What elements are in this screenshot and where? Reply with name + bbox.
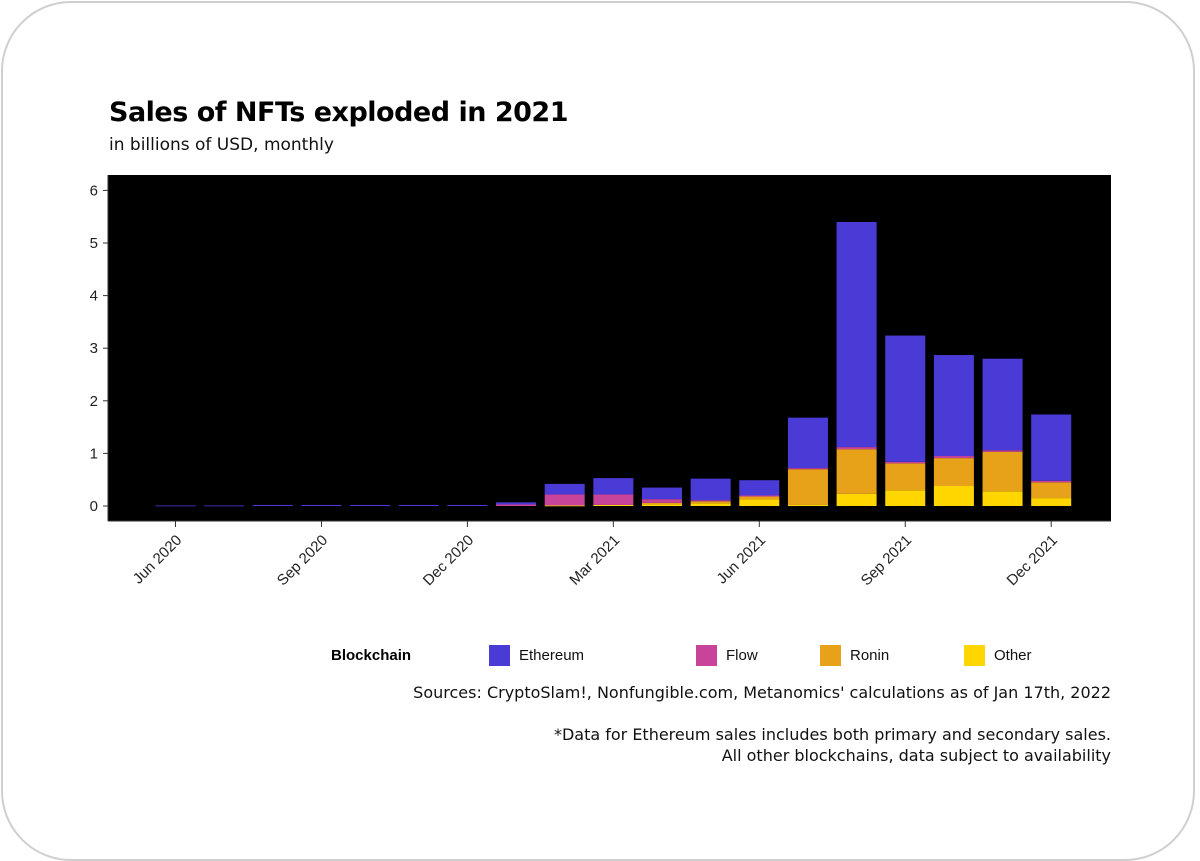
bar-flow [1031, 480, 1072, 483]
bar-ronin [982, 451, 1023, 492]
bar-ethereum [496, 502, 537, 505]
y-tick-label: 0 [90, 498, 98, 515]
bar-other [593, 504, 634, 506]
bar-flow [496, 504, 537, 506]
y-tick-label: 3 [90, 340, 98, 357]
legend-item-other: Other [964, 644, 1032, 666]
bar-ethereum [836, 221, 877, 448]
data-note: *Data for Ethereum sales includes both p… [554, 724, 1111, 766]
bar-flow [690, 500, 731, 502]
bar-ronin [787, 469, 828, 505]
bar-flow [787, 468, 828, 470]
bar-flow [642, 499, 682, 503]
bar-other [739, 499, 780, 506]
bar-ronin [836, 449, 877, 494]
legend-label-flow: Flow [726, 646, 758, 664]
bar-ethereum [885, 335, 926, 462]
y-tick-label: 1 [90, 445, 98, 462]
legend-swatch-ethereum [489, 644, 510, 666]
legend-swatch-flow [696, 644, 717, 666]
bar-ethereum [350, 504, 391, 506]
chart-title: Sales of NFTs exploded in 2021 [109, 97, 569, 128]
bar-ethereum [642, 487, 682, 500]
y-tick-label: 6 [90, 182, 98, 199]
bar-ethereum [1031, 414, 1072, 481]
bar-other [982, 491, 1023, 506]
bar-flow [593, 494, 634, 505]
bar-ronin [1031, 482, 1072, 499]
x-tick-label: Sep 2021 [858, 532, 915, 589]
legend-label-ethereum: Ethereum [519, 646, 585, 664]
x-tick-label: Dec 2021 [1004, 532, 1061, 589]
y-tick-label: 2 [90, 393, 98, 410]
bar-ethereum [204, 505, 245, 507]
legend-title: Blockchain [331, 647, 412, 664]
legend: Blockchain Ethereum Flow Ronin Other [0, 640, 1200, 670]
bar-ethereum [787, 417, 828, 469]
bar-ethereum [593, 478, 634, 495]
x-tick-label: Dec 2020 [420, 532, 477, 589]
bar-other [690, 503, 731, 506]
bar-ethereum [301, 504, 342, 506]
bar-ronin [690, 501, 731, 504]
bar-other [933, 486, 974, 506]
bar-ethereum [447, 504, 488, 506]
bar-ethereum [155, 505, 196, 507]
legend-label-ronin: Ronin [850, 646, 890, 664]
x-tick-label: Mar 2021 [566, 532, 623, 589]
bar-other [836, 493, 877, 506]
legend-swatch-other [964, 644, 985, 666]
bar-ethereum [690, 478, 731, 501]
bar-other [787, 504, 828, 506]
bar-ethereum [544, 483, 585, 495]
bar-ronin [933, 458, 974, 487]
bar-ronin [739, 496, 780, 500]
bar-ethereum [982, 358, 1023, 451]
bar-flow [544, 494, 585, 506]
y-tick-label: 4 [90, 288, 98, 305]
bar-other [642, 504, 682, 506]
x-tick-label: Jun 2021 [713, 532, 769, 588]
bar-other [885, 490, 926, 506]
source-note: Sources: CryptoSlam!, Nonfungible.com, M… [413, 683, 1111, 702]
x-tick-label: Jun 2020 [130, 532, 186, 588]
bar-ronin [642, 502, 682, 505]
bar-flow [836, 447, 877, 450]
bar-flow [933, 456, 974, 459]
legend-item-flow: Flow [696, 644, 758, 666]
bar-other [544, 505, 585, 507]
legend-label-other: Other [994, 646, 1032, 664]
legend-swatch-ronin [820, 644, 841, 666]
bar-flow [982, 450, 1023, 452]
bar-ethereum [933, 355, 974, 457]
nft-sales-chart: 0 1 2 3 4 5 6 Jun 2020 Sep 2020 Dec 2020 Mar 2021 J… [90, 175, 1111, 589]
data-note-line1: *Data for Ethereum sales includes both p… [553, 725, 1111, 744]
legend-item-ethereum: Ethereum [489, 644, 584, 666]
bar-ethereum [252, 504, 293, 506]
legend-item-ronin: Ronin [820, 644, 889, 666]
bar-ethereum [398, 504, 439, 506]
x-tick-label: Sep 2020 [274, 532, 331, 589]
data-note-line2: All other blockchains, data subject to a… [721, 746, 1111, 765]
y-tick-label: 5 [90, 235, 98, 252]
bar-ronin [885, 463, 926, 491]
bar-flow [885, 461, 926, 464]
bar-flow [739, 495, 780, 497]
chart-subtitle: in billions of USD, monthly [109, 135, 334, 155]
bar-ethereum [739, 480, 780, 496]
bar-other [1031, 498, 1072, 506]
